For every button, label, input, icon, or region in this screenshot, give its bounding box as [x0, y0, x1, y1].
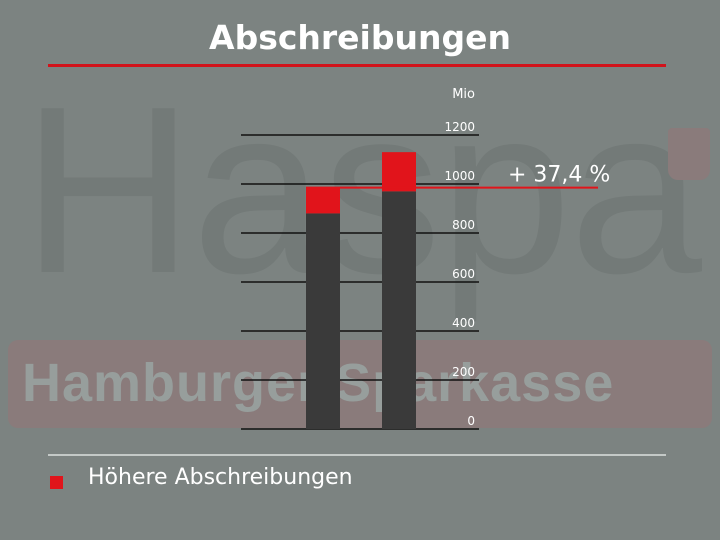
watermark-band [8, 340, 712, 428]
y-tick-label: 1200 [444, 120, 475, 134]
bar-increase [382, 152, 416, 192]
sparkasse-logo-icon [668, 128, 710, 180]
y-tick-label: 400 [452, 316, 475, 330]
legend-divider [48, 454, 666, 456]
y-tick-label: 600 [452, 267, 475, 281]
y-tick-label: 200 [452, 365, 475, 379]
bar-base [306, 213, 340, 429]
y-unit-label: Mio [452, 87, 475, 102]
bar-base [382, 191, 416, 429]
title-underline [48, 64, 666, 67]
y-tick-label: 1000 [444, 169, 475, 183]
slide-title: Abschreibungen [209, 18, 511, 57]
haspa-watermark: Haspa [22, 58, 702, 323]
y-tick-label: 0 [467, 414, 475, 428]
legend-label: Höhere Abschreibungen [88, 465, 353, 490]
bar-increase [306, 187, 340, 214]
y-tick-label: 800 [452, 218, 475, 232]
legend-swatch [50, 476, 63, 489]
growth-annotation: + 37,4 % [508, 163, 610, 188]
